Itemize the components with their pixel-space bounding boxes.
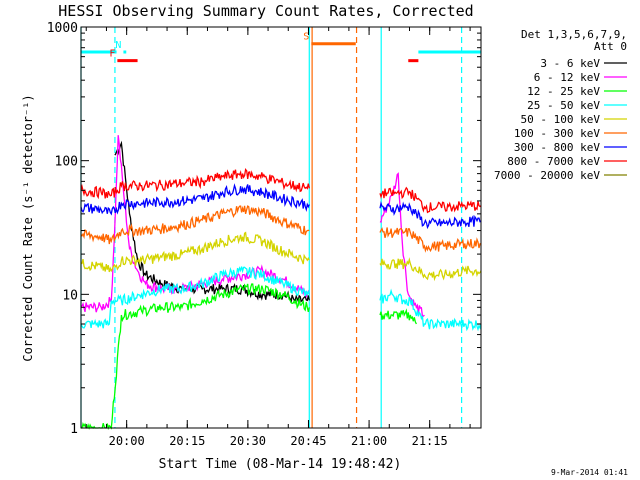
y-tick-label: 1 xyxy=(70,422,78,437)
y-axis-label: Corrected Count Rate (s⁻¹ detector⁻¹) xyxy=(21,94,35,361)
legend-label: 25 - 50 keV xyxy=(527,99,600,112)
x-tick-label: 20:45 xyxy=(290,434,326,448)
series-line xyxy=(379,200,482,230)
series-line xyxy=(81,283,310,431)
series-line xyxy=(80,205,310,245)
mode-lines xyxy=(80,27,463,428)
legend-label: 7000 - 20000 keV xyxy=(494,169,600,182)
x-ticks: 20:00 20:15 20:30 20:45 21:00 21:15 xyxy=(85,27,471,448)
x-axis-label: Start Time (08-Mar-14 19:48:42) xyxy=(159,457,402,472)
legend-header: Att 0 xyxy=(594,40,627,53)
legend-label: 50 - 100 keV xyxy=(521,113,601,126)
plot-frame xyxy=(80,26,482,429)
footer-timestamp: 9-Mar-2014 01:41 xyxy=(551,468,628,477)
x-tick-label: 21:00 xyxy=(351,434,387,448)
legend-header: Det 1,3,5,6,7,9, xyxy=(521,28,627,41)
series-line xyxy=(81,231,310,273)
annotation-label: F xyxy=(109,49,115,60)
x-tick-label: 20:30 xyxy=(230,434,266,448)
series-line xyxy=(80,135,310,313)
series-line xyxy=(379,288,482,332)
chart-title: HESSI Observing Summary Count Rates, Cor… xyxy=(58,2,473,20)
y-tick-label: 10 xyxy=(62,288,78,303)
series-line xyxy=(80,183,310,216)
series-line xyxy=(379,257,482,282)
series-line xyxy=(80,266,310,329)
series-lines xyxy=(80,135,482,431)
annotation-label: N xyxy=(115,40,121,51)
series-line xyxy=(379,308,417,325)
y-tick-label: 100 xyxy=(55,155,78,170)
y-tick-label: 1000 xyxy=(47,21,78,36)
x-tick-label: 20:15 xyxy=(169,434,205,448)
series-line xyxy=(379,186,482,214)
legend-label: 6 - 12 keV xyxy=(534,71,601,84)
y-ticks: 1 10 100 1000 xyxy=(47,21,481,437)
series-line xyxy=(379,227,482,253)
legend-label: 800 - 7000 keV xyxy=(507,155,600,168)
legend-label: 12 - 25 keV xyxy=(527,85,600,98)
x-tick-label: 21:15 xyxy=(412,434,448,448)
annotation-label: S xyxy=(303,32,309,43)
legend-label: 300 - 800 keV xyxy=(514,141,600,154)
legend-label: 100 - 300 keV xyxy=(514,127,600,140)
legend-label: 3 - 6 keV xyxy=(540,57,600,70)
annotation-bars: NF S xyxy=(81,32,481,63)
x-tick-label: 20:00 xyxy=(109,434,145,448)
series-line xyxy=(80,167,310,200)
